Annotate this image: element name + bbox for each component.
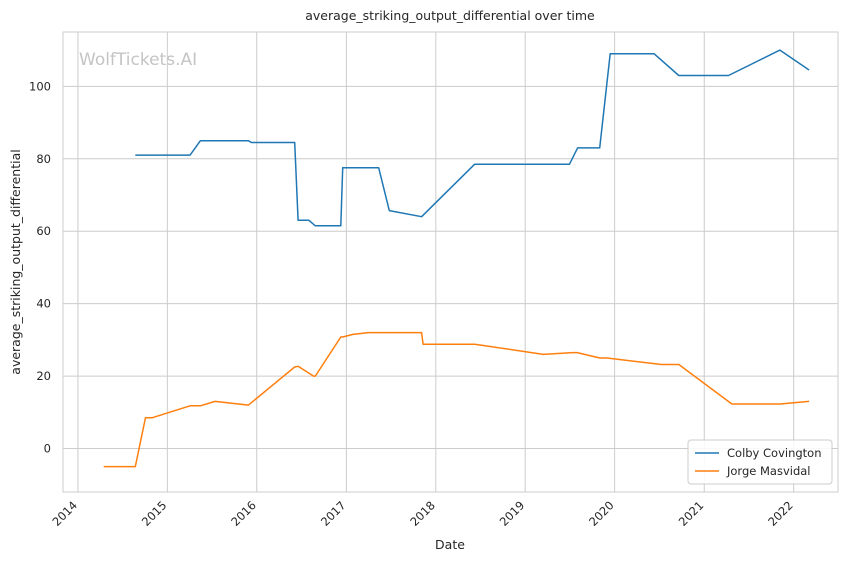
y-axis-ticks: 0 20 40 60 80 100: [29, 79, 51, 455]
y-tick-label: 100: [29, 79, 51, 93]
y-axis-label: average_striking_output_differential: [8, 149, 23, 374]
y-tick-label: 40: [36, 297, 51, 311]
plot-area-frame: [62, 31, 839, 493]
legend-label-0: Colby Covington: [727, 446, 822, 460]
y-tick-label: 60: [36, 224, 51, 238]
series-lines: [103, 49, 810, 468]
legend: Colby Covington Jorge Masvidal: [687, 439, 833, 485]
chart-title: average_striking_output_differential ove…: [305, 8, 595, 23]
legend-box: [687, 439, 833, 485]
series-line-0: [135, 49, 810, 227]
watermark: WolfTickets.AI: [79, 50, 197, 70]
legend-label-1: Jorge Masvidal: [726, 464, 811, 478]
y-tick-label: 20: [36, 369, 51, 383]
y-tick-label: 0: [44, 442, 51, 456]
y-tick-label: 80: [36, 152, 51, 166]
x-axis-label: Date: [435, 537, 465, 552]
series-line-1: [103, 331, 810, 468]
gridlines: [63, 32, 838, 492]
